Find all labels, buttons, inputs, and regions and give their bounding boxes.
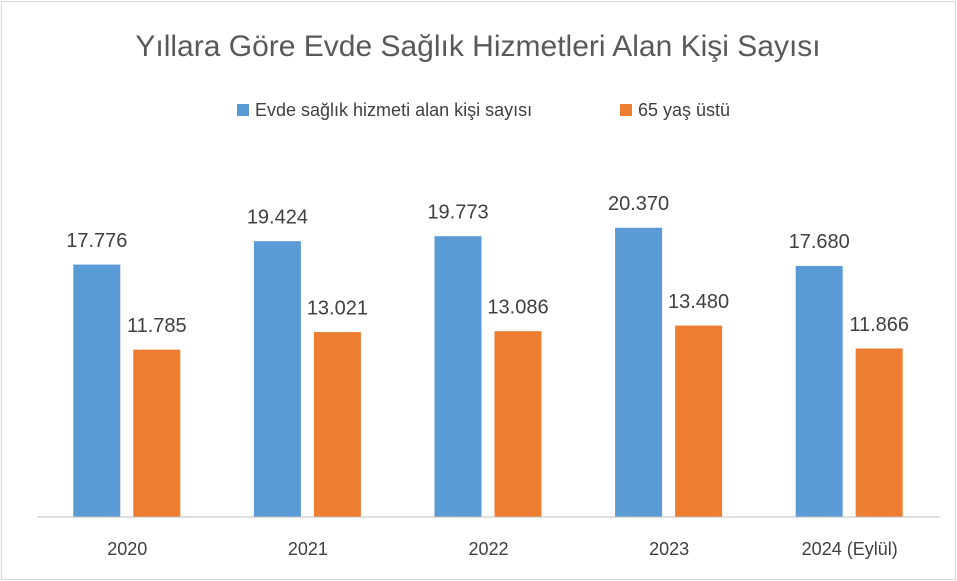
bar (313, 332, 361, 517)
bar (855, 348, 903, 517)
value-label: 11.785 (127, 315, 187, 337)
bar (795, 265, 843, 517)
bar (494, 331, 542, 517)
legend-swatch (620, 104, 632, 116)
value-label: 11.866 (849, 314, 909, 336)
x-tick-label: 2020 (107, 539, 147, 559)
x-tick-label: 2023 (649, 539, 689, 559)
bar (675, 325, 723, 517)
x-tick-label: 2021 (288, 539, 328, 559)
x-tick-label: 2022 (468, 539, 508, 559)
value-label: 17.680 (789, 231, 850, 253)
bar (434, 236, 482, 518)
chart-title: Yıllara Göre Evde Sağlık Hizmetleri Alan… (135, 30, 820, 63)
legend-swatch (237, 104, 249, 116)
x-tick-label: 2024 (Eylül) (802, 539, 898, 559)
legend-label: 65 yaş üstü (638, 100, 730, 120)
bar (253, 241, 301, 517)
value-label: 20.370 (608, 193, 669, 215)
bar (133, 349, 181, 517)
legend-label: Evde sağlık hizmeti alan kişi sayısı (255, 100, 532, 120)
value-label: 13.086 (487, 296, 548, 318)
bar (73, 264, 121, 517)
value-label: 19.773 (427, 202, 488, 224)
value-label: 17.776 (66, 230, 127, 252)
value-label: 19.424 (247, 206, 308, 228)
bar (615, 227, 663, 517)
value-label: 13.021 (307, 297, 368, 319)
value-label: 13.480 (668, 291, 729, 313)
